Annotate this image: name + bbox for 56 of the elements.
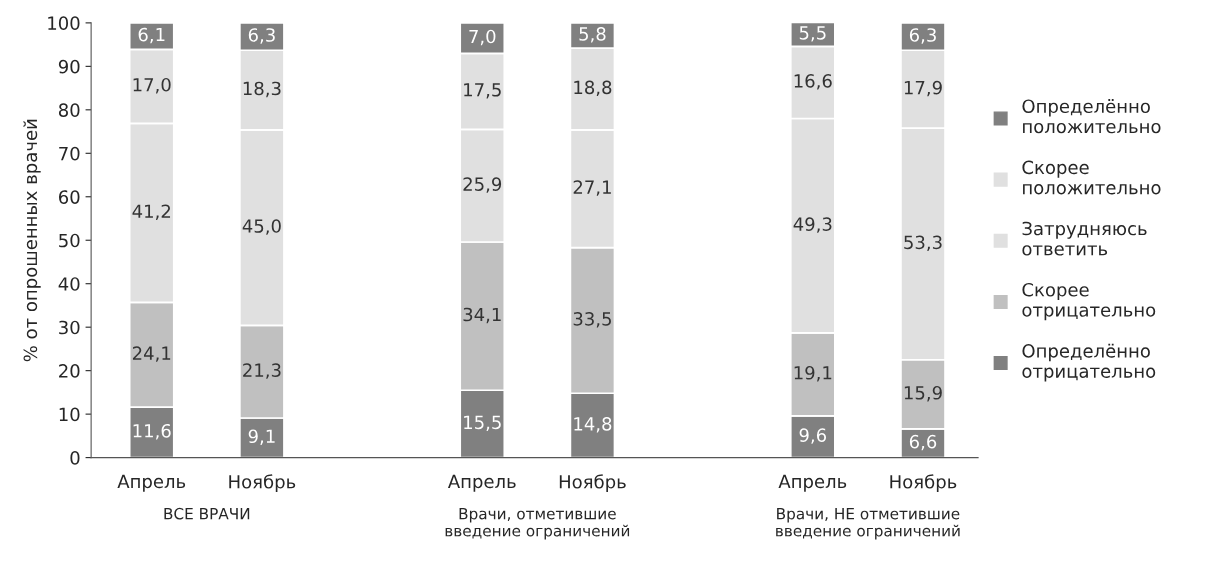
- y-tick-label: 80: [58, 103, 80, 117]
- data-label: 17,0: [133, 77, 171, 94]
- y-tick-label: 20: [59, 364, 80, 378]
- legend-label: Определённо положительно: [1022, 99, 1161, 134]
- data-label: 9,1: [248, 429, 275, 445]
- data-label: 7,0: [469, 29, 496, 46]
- y-tick-label: 70: [59, 146, 80, 161]
- y-tick-label: 60: [58, 190, 80, 204]
- data-label: 15,5: [464, 415, 501, 431]
- x-tick-label: Ноябрь: [890, 474, 957, 493]
- x-tick-label: Апрель: [447, 474, 516, 492]
- data-label: 5,8: [579, 27, 606, 43]
- y-tick-label: 10: [59, 407, 80, 422]
- legend-label: Затрудняюсь ответить: [1022, 221, 1147, 256]
- data-label: 19,1: [794, 365, 832, 382]
- data-label: 16,6: [794, 74, 832, 90]
- y-tick-label: 40: [58, 277, 80, 291]
- data-label: 11,6: [133, 423, 171, 440]
- data-label: 17,9: [904, 80, 942, 97]
- y-tick-label: 90: [58, 59, 80, 74]
- data-label: 6,1: [138, 27, 165, 44]
- data-label: 15,9: [904, 385, 942, 402]
- data-label: 18,3: [243, 81, 281, 98]
- data-label: 6,3: [248, 28, 275, 44]
- data-label: 34,1: [463, 307, 501, 324]
- data-label: 49,3: [793, 217, 832, 233]
- text: Врачи, отметившие введение ограничений: [445, 508, 630, 540]
- y-axis-title: % от опрошенных врачей: [23, 119, 41, 362]
- data-label: 5,5: [799, 26, 826, 42]
- x-tick-label: Апрель: [778, 474, 847, 492]
- data-label: 6,3: [909, 28, 936, 44]
- legend-label: Скорее положительно: [1022, 160, 1161, 195]
- data-label: 41,2: [132, 204, 171, 220]
- legend-label: Скорее отрицательно: [1022, 282, 1156, 321]
- x-tick-label: Ноябрь: [559, 474, 626, 493]
- y-tick-label: 0: [70, 451, 80, 465]
- data-label: 25,9: [463, 177, 502, 193]
- legend-label: Определённо отрицательно: [1022, 343, 1156, 382]
- data-label: 45,0: [242, 219, 281, 235]
- y-tick-label: 50: [59, 233, 80, 248]
- data-label: 17,5: [464, 83, 501, 99]
- data-label: 6,6: [909, 434, 937, 451]
- text: ВСЕ ВРАЧИ: [164, 507, 250, 520]
- data-label: 14,8: [574, 417, 612, 433]
- x-tick-label: Апрель: [117, 474, 186, 492]
- text: Врачи, НЕ отметившие введение ограничений: [776, 508, 960, 540]
- x-tick-label: Ноябрь: [229, 474, 296, 493]
- data-label: 18,8: [574, 80, 612, 97]
- y-tick-label: 30: [59, 320, 80, 335]
- y-tick-label: 100: [48, 16, 80, 30]
- data-label: 21,3: [243, 363, 281, 379]
- data-label: 33,5: [573, 312, 611, 328]
- data-label: 9,6: [799, 428, 827, 444]
- data-label: 24,1: [132, 346, 171, 362]
- data-label: 27,1: [573, 180, 611, 196]
- data-label: 53,3: [904, 235, 942, 252]
